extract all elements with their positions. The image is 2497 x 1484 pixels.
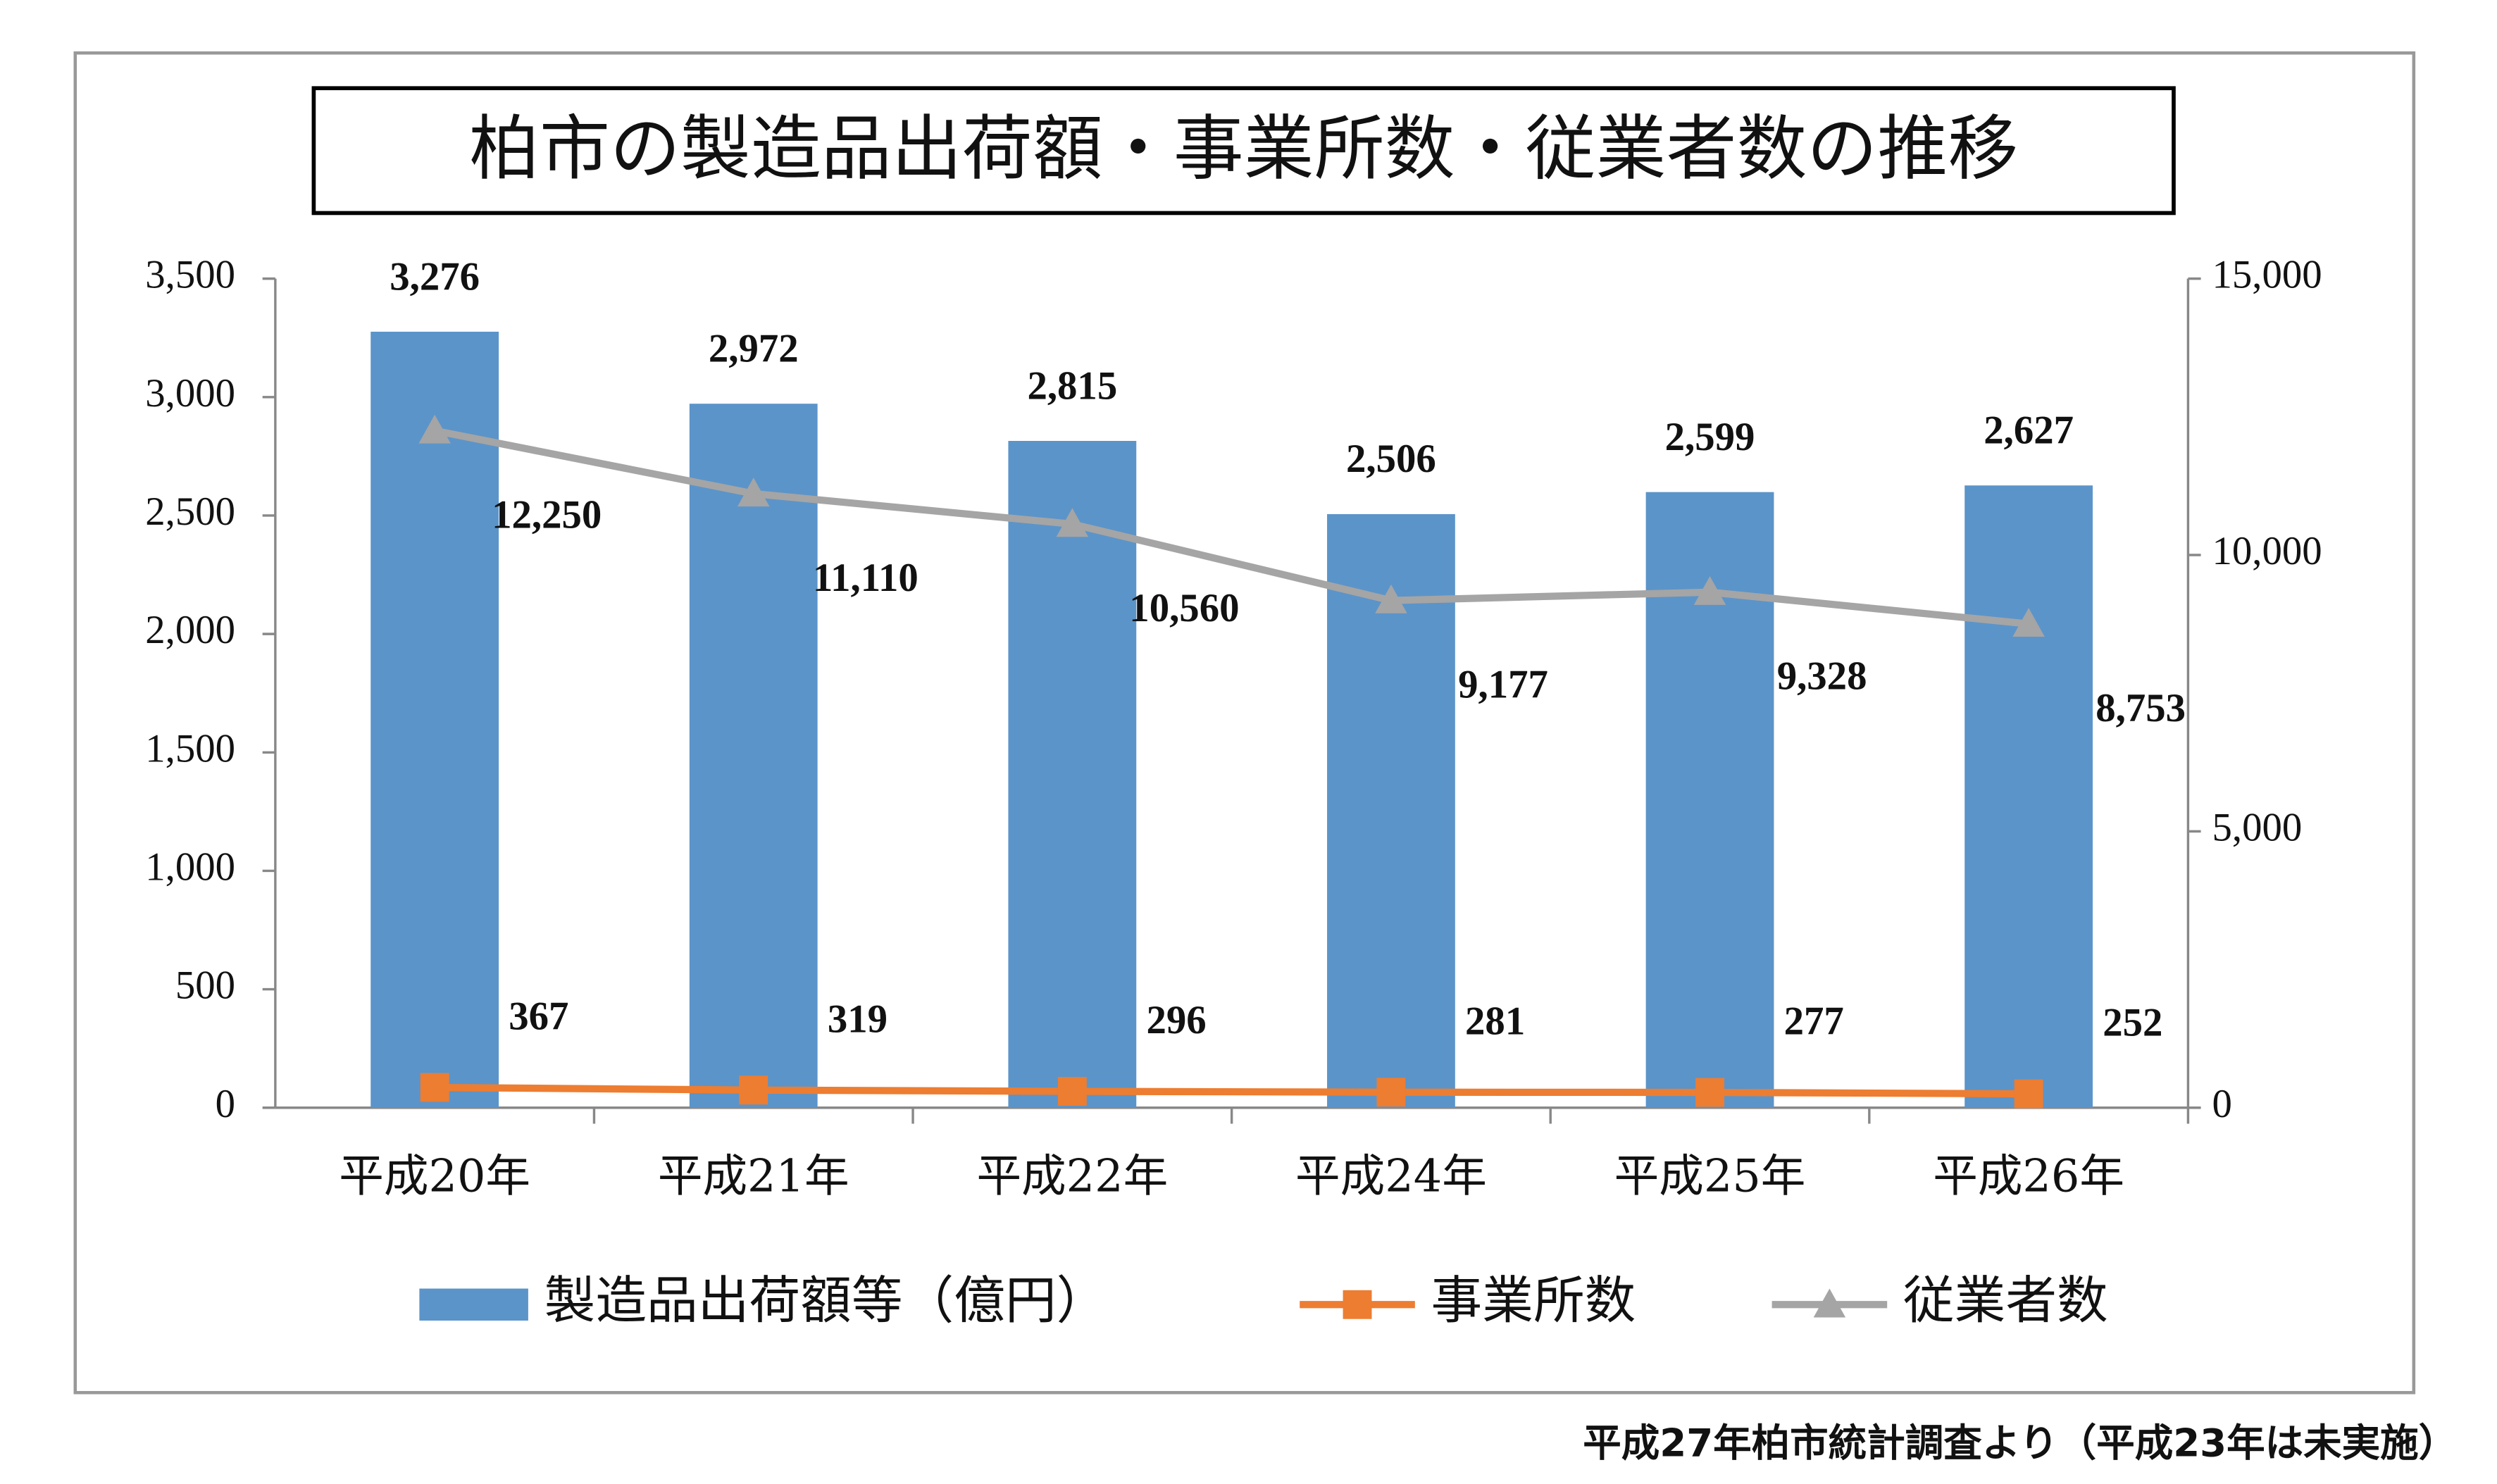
legend-label: 事業所数 (1431, 1271, 1636, 1330)
legend-marker (1343, 1290, 1372, 1319)
line-marker (2014, 1079, 2043, 1109)
bar-value-label: 2,627 (1984, 409, 2074, 453)
legend-swatch (419, 1288, 528, 1321)
line (435, 1083, 2029, 1098)
line-value-label: 10,560 (1129, 586, 1239, 630)
y-tick-label: 1,000 (145, 844, 235, 889)
x-tick-label: 平成21年 (658, 1151, 849, 1203)
footnote: 平成27年柏市統計調査より（平成23年は未実施） (1583, 1420, 2457, 1465)
x-tick-label: 平成24年 (1295, 1151, 1487, 1203)
line-value-label: 9,328 (1777, 654, 1867, 699)
y2-tick-label: 5,000 (2212, 805, 2303, 849)
line (434, 427, 2029, 628)
legend-marker (1813, 1288, 1846, 1318)
bar-value-label: 2,506 (1346, 437, 1436, 481)
line-value-label: 296 (1146, 998, 1206, 1042)
line-marker (1693, 576, 1726, 605)
y-tick-label: 1,500 (145, 726, 235, 771)
line-marker (1375, 584, 1407, 613)
bar (370, 331, 499, 1108)
y2-tick-label: 0 (2212, 1082, 2232, 1126)
line-marker (1056, 508, 1089, 537)
bar-value-label: 2,815 (1027, 363, 1117, 408)
bar (1964, 485, 2093, 1108)
y-tick-label: 3,500 (145, 253, 235, 297)
legend-label: 製造品出荷額等（億円） (544, 1271, 1108, 1330)
y-tick-label: 3,000 (145, 371, 235, 416)
line-value-label: 319 (828, 997, 888, 1041)
line-marker (739, 1075, 768, 1105)
line-value-label: 8,753 (2096, 686, 2186, 730)
line-marker (420, 1073, 449, 1102)
line-marker (2012, 608, 2045, 637)
x-tick-label: 平成20年 (339, 1151, 530, 1203)
bar (1008, 441, 1137, 1108)
chart-title: 柏市の製造品出荷額・事業所数・従業者数の推移 (469, 108, 2018, 190)
bar (689, 404, 818, 1108)
x-tick-label: 平成25年 (1614, 1151, 1806, 1203)
line-value-label: 252 (2103, 1001, 2162, 1045)
y2-tick-label: 10,000 (2212, 529, 2322, 573)
line-value-label: 277 (1784, 999, 1844, 1044)
y-tick-label: 2,000 (145, 608, 235, 652)
y-tick-label: 500 (175, 964, 235, 1008)
line-marker (418, 414, 451, 444)
x-tick-label: 平成26年 (1933, 1151, 2124, 1203)
line-value-label: 367 (509, 994, 568, 1039)
y-tick-label: 2,500 (145, 490, 235, 534)
x-tick-label: 平成22年 (976, 1151, 1168, 1203)
y-tick-label: 0 (216, 1082, 235, 1126)
line-marker (1695, 1078, 1724, 1107)
bar-value-label: 3,276 (390, 254, 480, 299)
y2-tick-label: 15,000 (2212, 253, 2322, 297)
line-marker (737, 478, 770, 507)
bar-value-label: 2,599 (1665, 415, 1755, 459)
bar-value-label: 2,972 (709, 327, 799, 371)
line-value-label: 11,110 (813, 556, 919, 600)
line-value-label: 281 (1465, 999, 1525, 1043)
line-value-label: 9,177 (1458, 663, 1548, 707)
line-marker (1376, 1078, 1406, 1107)
line-marker (1057, 1077, 1087, 1106)
line-value-label: 12,250 (492, 492, 602, 537)
title-box (311, 86, 2176, 216)
legend-label: 従業者数 (1903, 1271, 2108, 1330)
